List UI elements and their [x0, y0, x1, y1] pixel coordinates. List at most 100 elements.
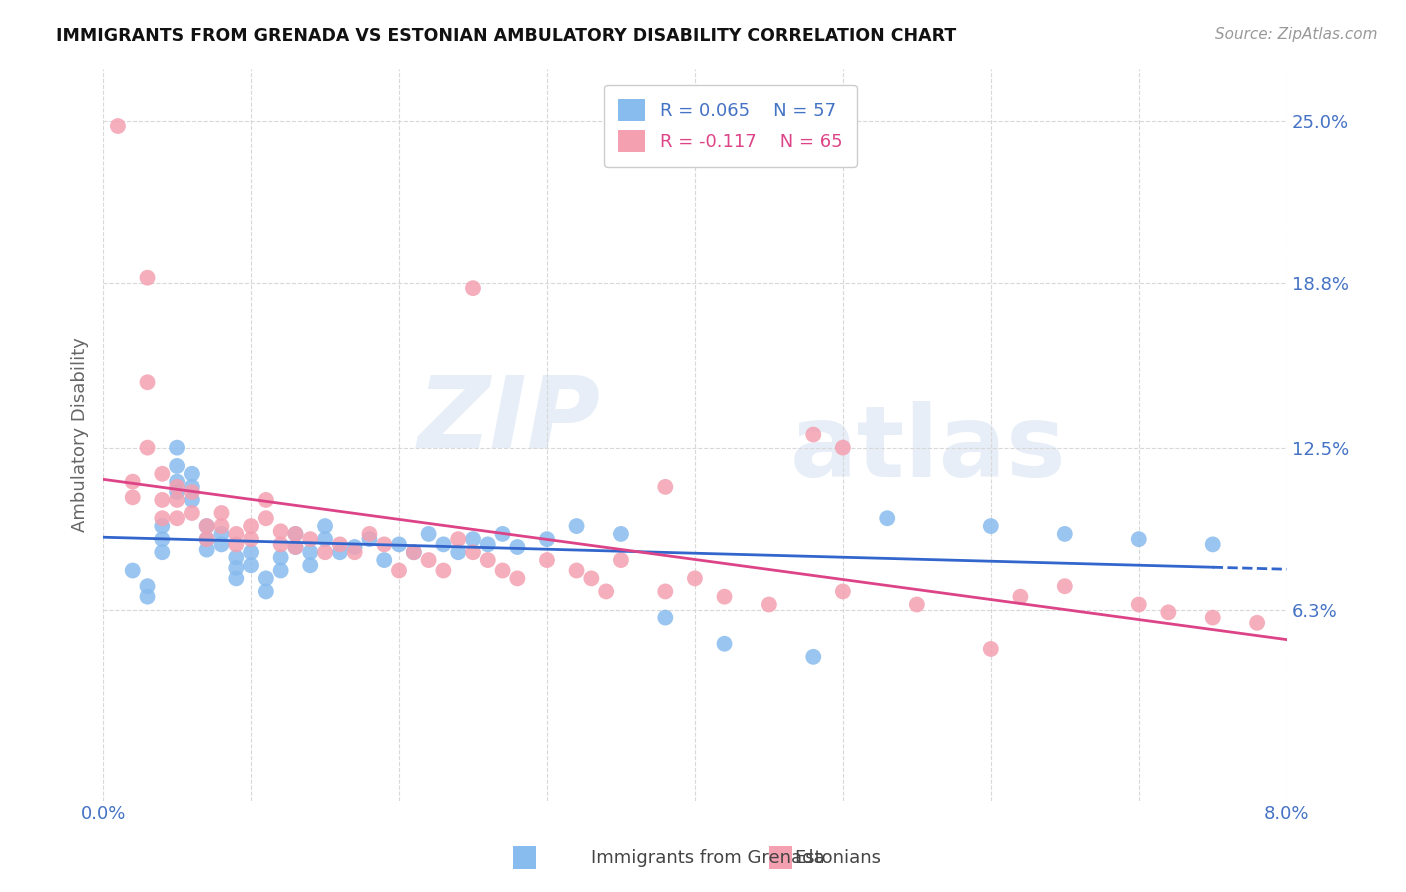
Point	[180, 467, 202, 481]
Point	[136, 376, 159, 390]
Point	[166, 475, 188, 489]
Point	[801, 427, 824, 442]
Point	[166, 492, 188, 507]
Point	[284, 540, 307, 554]
Point	[195, 542, 218, 557]
Point	[166, 511, 188, 525]
Point	[758, 598, 780, 612]
Point	[402, 545, 425, 559]
Point	[373, 537, 395, 551]
Point	[343, 545, 366, 559]
Point	[180, 492, 202, 507]
Point	[418, 553, 440, 567]
Point	[654, 584, 676, 599]
Point	[195, 519, 218, 533]
Point	[1053, 527, 1076, 541]
Text: Estonians: Estonians	[794, 849, 882, 867]
Point	[506, 540, 529, 554]
Point	[166, 485, 188, 500]
Point	[1202, 610, 1225, 624]
Point	[180, 506, 202, 520]
Point	[270, 537, 292, 551]
Point	[136, 590, 159, 604]
Point	[254, 511, 277, 525]
Point	[225, 537, 247, 551]
Point	[254, 584, 277, 599]
Point	[581, 571, 603, 585]
Point	[254, 571, 277, 585]
Point	[270, 524, 292, 539]
Point	[610, 527, 633, 541]
Point	[284, 540, 307, 554]
Legend: R = 0.065    N = 57, R = -0.117    N = 65: R = 0.065 N = 57, R = -0.117 N = 65	[605, 85, 856, 167]
Text: ZIP: ZIP	[418, 371, 600, 468]
Point	[299, 545, 322, 559]
Point	[225, 550, 247, 565]
Point	[299, 558, 322, 573]
Point	[477, 553, 499, 567]
Point	[418, 527, 440, 541]
Text: atlas: atlas	[790, 401, 1066, 498]
Point	[461, 281, 484, 295]
Point	[107, 119, 129, 133]
Point	[314, 519, 336, 533]
Point	[447, 532, 470, 546]
Point	[447, 545, 470, 559]
Point	[166, 480, 188, 494]
Point	[284, 527, 307, 541]
Point	[343, 540, 366, 554]
Point	[240, 545, 263, 559]
Point	[121, 491, 143, 505]
Text: Source: ZipAtlas.com: Source: ZipAtlas.com	[1215, 27, 1378, 42]
Point	[388, 537, 411, 551]
Point	[195, 519, 218, 533]
Point	[402, 545, 425, 559]
Point	[166, 458, 188, 473]
Point	[150, 492, 173, 507]
Point	[683, 571, 706, 585]
Point	[801, 649, 824, 664]
Point	[359, 527, 381, 541]
Point	[150, 519, 173, 533]
Point	[876, 511, 898, 525]
Point	[211, 527, 233, 541]
Point	[211, 537, 233, 551]
Point	[225, 527, 247, 541]
Point	[565, 519, 588, 533]
Point	[225, 571, 247, 585]
Point	[195, 532, 218, 546]
Point	[491, 564, 513, 578]
Point	[1246, 615, 1268, 630]
Point	[477, 537, 499, 551]
Point	[121, 564, 143, 578]
Point	[225, 561, 247, 575]
Point	[240, 519, 263, 533]
Point	[211, 519, 233, 533]
Point	[284, 527, 307, 541]
Point	[491, 527, 513, 541]
Point	[536, 553, 558, 567]
Point	[299, 532, 322, 546]
Point	[136, 441, 159, 455]
Point	[905, 598, 928, 612]
Point	[329, 545, 352, 559]
Point	[180, 480, 202, 494]
Point	[314, 532, 336, 546]
Point	[359, 532, 381, 546]
Point	[150, 532, 173, 546]
Text: Immigrants from Grenada: Immigrants from Grenada	[591, 849, 824, 867]
Point	[831, 441, 853, 455]
Point	[1128, 598, 1150, 612]
Point	[1128, 532, 1150, 546]
Point	[461, 532, 484, 546]
Point	[713, 590, 735, 604]
Point	[136, 579, 159, 593]
Point	[121, 475, 143, 489]
Point	[565, 564, 588, 578]
Point	[240, 558, 263, 573]
Point	[831, 584, 853, 599]
Point	[136, 270, 159, 285]
Point	[150, 545, 173, 559]
Point	[373, 553, 395, 567]
Point	[1053, 579, 1076, 593]
